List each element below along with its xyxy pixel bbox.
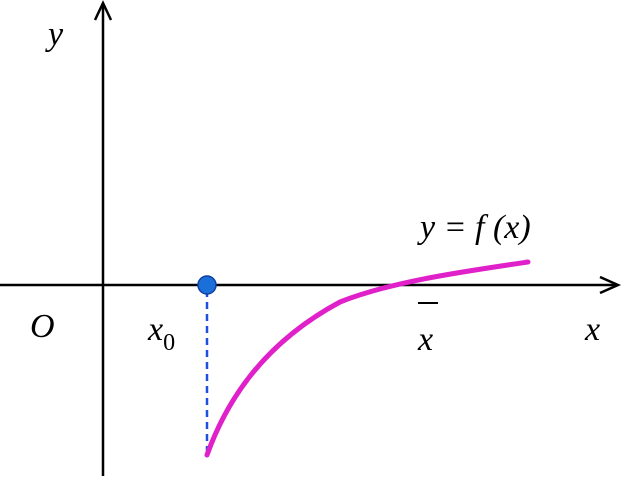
x0-base: x — [147, 311, 163, 348]
point-x0 — [197, 275, 217, 295]
x-arrow — [599, 275, 622, 295]
curve-label: y = f (x) — [417, 209, 531, 246]
x0-sub: 0 — [163, 330, 175, 356]
x0-label: x0 — [147, 311, 175, 356]
xbar-label: x — [417, 321, 433, 358]
curve — [204, 259, 531, 458]
y-axis-label: y — [45, 16, 64, 53]
x-axis-label: x — [584, 311, 600, 348]
origin-label: O — [30, 308, 55, 345]
y-arrow — [93, 0, 113, 21]
